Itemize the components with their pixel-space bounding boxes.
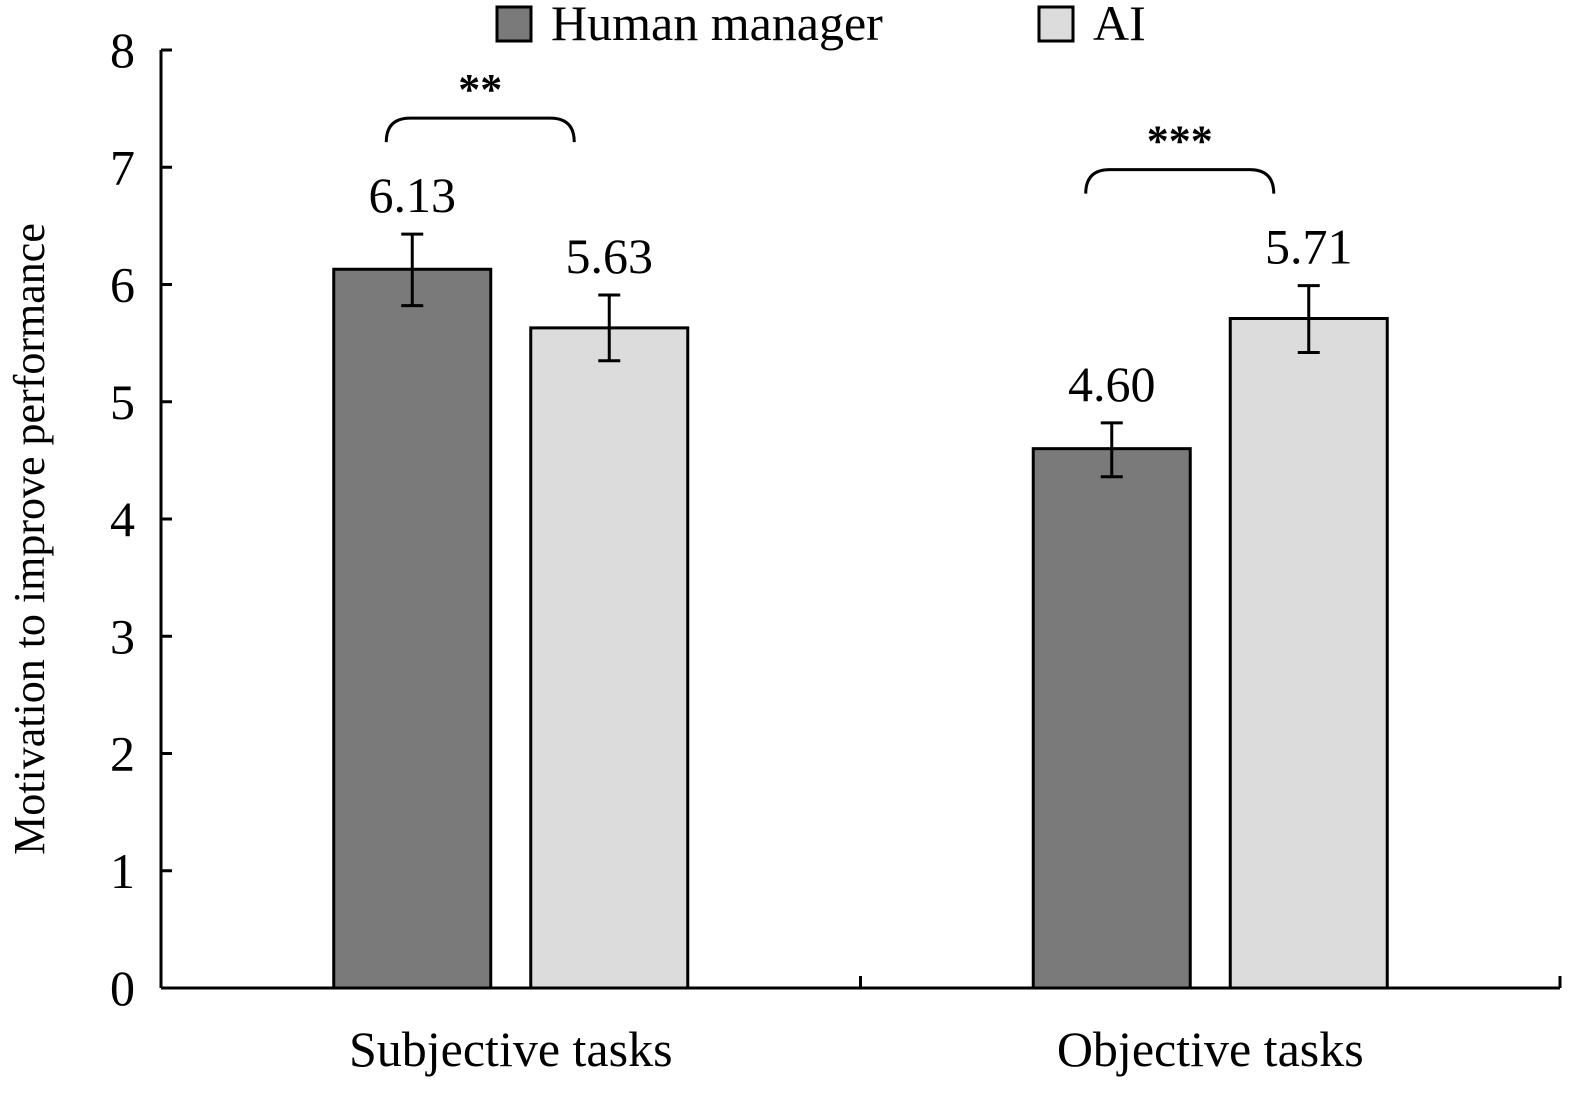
legend-label: Human manager bbox=[551, 0, 883, 51]
significance-bracket bbox=[384, 116, 576, 143]
legend-swatch bbox=[495, 5, 533, 43]
data-label: 4.60 bbox=[1068, 356, 1156, 412]
y-tick-label: 1 bbox=[110, 843, 135, 899]
bar bbox=[1031, 447, 1192, 990]
bars bbox=[332, 232, 1389, 990]
y-tick-label: 5 bbox=[110, 374, 135, 430]
significance-label: ** bbox=[458, 65, 502, 114]
y-tick-label: 4 bbox=[110, 491, 135, 547]
bar bbox=[332, 267, 493, 990]
y-tick-label: 3 bbox=[110, 608, 135, 664]
y-tick-label: 0 bbox=[110, 960, 135, 1016]
legend: Human manager AI bbox=[495, 0, 1146, 51]
annotations: 6.135.634.605.71***** bbox=[369, 65, 1353, 412]
data-label: 5.71 bbox=[1265, 219, 1353, 275]
data-label: 6.13 bbox=[369, 167, 457, 223]
y-tick-label: 6 bbox=[110, 257, 135, 313]
data-label: 5.63 bbox=[566, 228, 654, 284]
legend-swatch bbox=[1037, 5, 1075, 43]
significance-bracket bbox=[1084, 168, 1276, 194]
y-tick-label: 2 bbox=[110, 726, 135, 782]
x-category-label: Objective tasks bbox=[1057, 1021, 1364, 1077]
legend-label: AI bbox=[1093, 0, 1146, 51]
significance-label: *** bbox=[1147, 117, 1213, 166]
y-tick-label: 7 bbox=[110, 139, 135, 195]
bar bbox=[1228, 317, 1389, 990]
x-category-label: Subjective tasks bbox=[349, 1021, 673, 1077]
y-tick-label: 8 bbox=[110, 22, 135, 78]
x-axis: Subjective tasks Objective tasks bbox=[159, 976, 1562, 1077]
bar bbox=[529, 326, 690, 990]
y-axis: 0 1 2 3 4 5 6 7 8 bbox=[110, 22, 172, 1016]
y-axis-title: Motivation to improve performance bbox=[5, 223, 54, 855]
